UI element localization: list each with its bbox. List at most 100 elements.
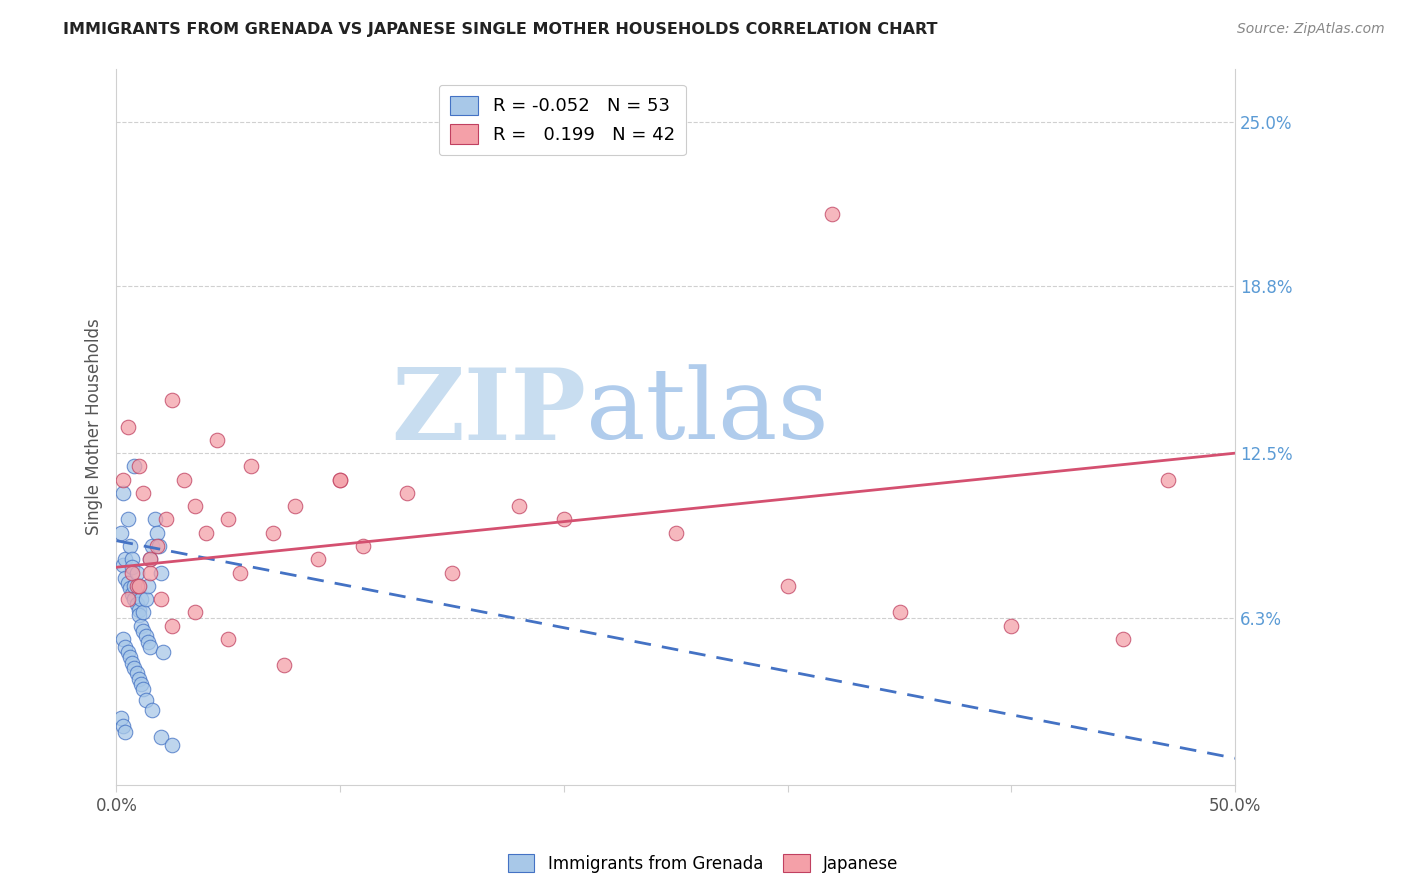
Point	[162, 393, 184, 408]
Point	[396, 486, 419, 500]
Point	[114, 571, 136, 585]
Point	[148, 539, 170, 553]
Point	[776, 579, 799, 593]
Point	[184, 500, 207, 514]
Point	[329, 473, 352, 487]
Text: atlas: atlas	[586, 365, 830, 460]
Point	[329, 473, 352, 487]
Point	[110, 525, 132, 540]
Point	[184, 605, 207, 619]
Text: IMMIGRANTS FROM GRENADA VS JAPANESE SINGLE MOTHER HOUSEHOLDS CORRELATION CHART: IMMIGRANTS FROM GRENADA VS JAPANESE SING…	[63, 22, 938, 37]
Point	[117, 592, 139, 607]
Point	[125, 598, 148, 612]
Point	[112, 486, 135, 500]
Point	[132, 486, 155, 500]
Point	[117, 645, 139, 659]
Point	[262, 525, 284, 540]
Point	[135, 629, 157, 643]
Point	[132, 624, 155, 638]
Point	[145, 539, 167, 553]
Point	[125, 579, 148, 593]
Point	[141, 704, 163, 718]
Point	[132, 682, 155, 697]
Point	[124, 592, 146, 607]
Point	[128, 602, 150, 616]
Point	[112, 632, 135, 646]
Point	[155, 512, 177, 526]
Point	[143, 512, 166, 526]
Point	[150, 592, 173, 607]
Point	[128, 672, 150, 686]
Point	[125, 666, 148, 681]
Point	[139, 552, 162, 566]
Point	[129, 592, 152, 607]
Point	[152, 645, 174, 659]
Point	[150, 566, 173, 580]
Point	[162, 618, 184, 632]
Point	[821, 207, 844, 221]
Point	[889, 605, 911, 619]
Point	[129, 677, 152, 691]
Point	[239, 459, 262, 474]
Point	[128, 579, 150, 593]
Point	[145, 525, 167, 540]
Point	[136, 579, 159, 593]
Point	[352, 539, 374, 553]
Point	[173, 473, 195, 487]
Point	[205, 433, 228, 447]
Point	[217, 512, 239, 526]
Point	[128, 579, 150, 593]
Point	[128, 459, 150, 474]
Point	[1000, 618, 1022, 632]
Point	[508, 500, 530, 514]
Point	[307, 552, 329, 566]
Point	[117, 576, 139, 591]
Point	[1157, 473, 1180, 487]
Point	[112, 473, 135, 487]
Point	[124, 459, 146, 474]
Point	[141, 539, 163, 553]
Legend: R = -0.052   N = 53, R =   0.199   N = 42: R = -0.052 N = 53, R = 0.199 N = 42	[439, 85, 686, 155]
Point	[112, 558, 135, 572]
Point	[162, 738, 184, 752]
Point	[118, 582, 141, 596]
Text: ZIP: ZIP	[391, 364, 586, 461]
Point	[217, 632, 239, 646]
Point	[121, 560, 143, 574]
Point	[273, 658, 295, 673]
Point	[112, 719, 135, 733]
Point	[139, 566, 162, 580]
Point	[117, 419, 139, 434]
Point	[121, 656, 143, 670]
Point	[195, 525, 218, 540]
Point	[132, 605, 155, 619]
Point	[110, 711, 132, 725]
Point	[665, 525, 688, 540]
Point	[128, 607, 150, 622]
Point	[118, 650, 141, 665]
Point	[125, 566, 148, 580]
Point	[124, 661, 146, 675]
Point	[139, 640, 162, 654]
Point	[121, 587, 143, 601]
Point	[284, 500, 307, 514]
Point	[114, 552, 136, 566]
Point	[124, 579, 146, 593]
Point	[121, 552, 143, 566]
Point	[139, 552, 162, 566]
Point	[121, 566, 143, 580]
Point	[135, 693, 157, 707]
Point	[114, 640, 136, 654]
Point	[553, 512, 575, 526]
Point	[117, 512, 139, 526]
Point	[228, 566, 250, 580]
Point	[136, 634, 159, 648]
Point	[1112, 632, 1135, 646]
Point	[129, 618, 152, 632]
Y-axis label: Single Mother Households: Single Mother Households	[86, 318, 103, 535]
Point	[114, 724, 136, 739]
Point	[441, 566, 464, 580]
Point	[150, 730, 173, 744]
Legend: Immigrants from Grenada, Japanese: Immigrants from Grenada, Japanese	[501, 847, 905, 880]
Point	[135, 592, 157, 607]
